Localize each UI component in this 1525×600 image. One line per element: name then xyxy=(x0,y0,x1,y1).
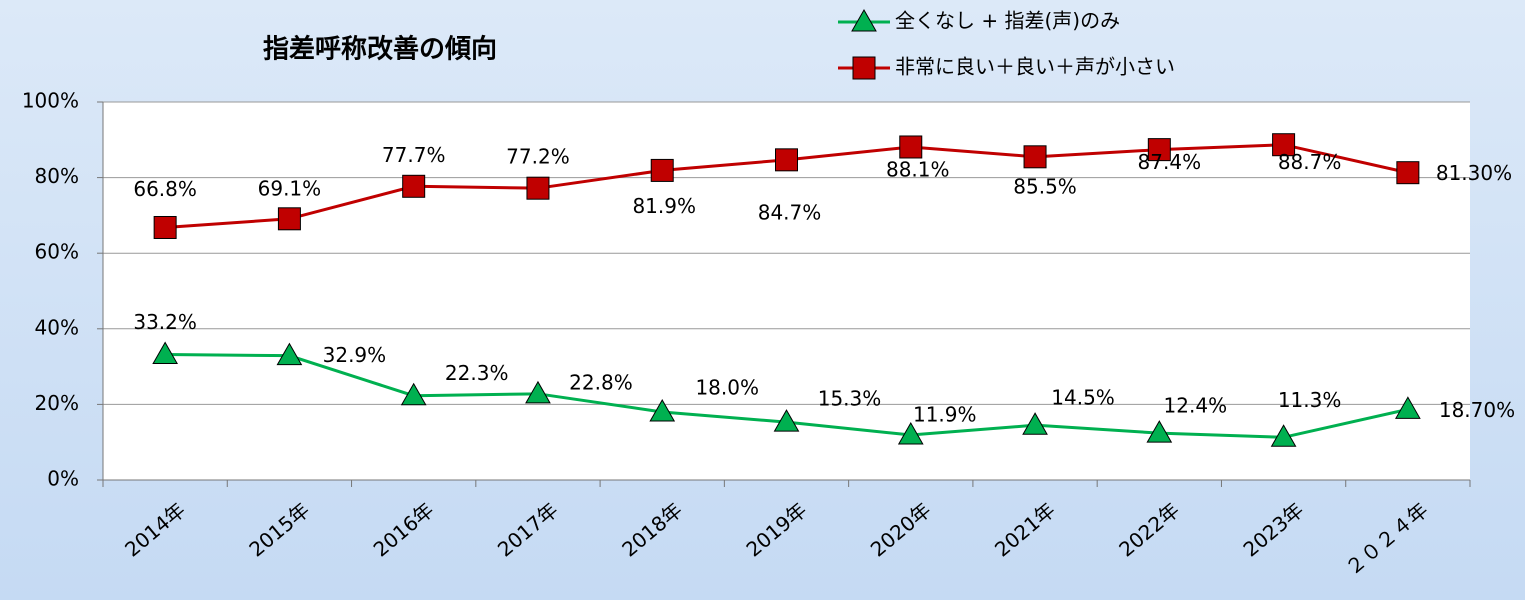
marker xyxy=(1270,424,1297,447)
data-label: 77.7% xyxy=(382,143,446,167)
data-label: 22.3% xyxy=(445,361,509,385)
data-label: 69.1% xyxy=(258,176,322,200)
data-label: 11.3% xyxy=(1278,388,1342,412)
data-label: 33.2% xyxy=(133,310,197,334)
data-label: 18.0% xyxy=(695,375,759,399)
data-label: 12.4% xyxy=(1164,394,1228,418)
legend-label: 非常に良い＋良い＋声が小さい xyxy=(895,55,1175,79)
data-label: 14.5% xyxy=(1051,386,1115,410)
data-label: 85.5% xyxy=(1013,174,1077,198)
marker xyxy=(1272,133,1296,157)
marker xyxy=(277,207,301,231)
data-label: 88.1% xyxy=(886,157,950,181)
marker xyxy=(276,342,303,366)
marker xyxy=(899,135,923,159)
marker xyxy=(526,176,550,200)
data-label: 88.7% xyxy=(1278,150,1342,174)
legend-label: 全くなし + 指差(声)のみ xyxy=(895,9,1120,33)
chart-title: 指差呼称改善の傾向 xyxy=(263,34,497,65)
y-tick-label: 40% xyxy=(35,315,79,339)
data-label: 15.3% xyxy=(818,387,882,411)
data-label: 81.30% xyxy=(1436,161,1512,185)
marker xyxy=(525,380,551,404)
marker xyxy=(650,158,674,182)
marker xyxy=(1022,412,1048,435)
y-tick-label: 60% xyxy=(35,240,79,264)
marker xyxy=(897,422,924,445)
marker xyxy=(1147,138,1171,162)
marker xyxy=(851,8,877,32)
data-label: 18.70% xyxy=(1439,398,1515,422)
marker xyxy=(1395,396,1421,419)
y-tick-label: 100% xyxy=(22,89,79,113)
data-label: 32.9% xyxy=(323,343,387,367)
marker xyxy=(402,174,426,198)
data-label: 81.9% xyxy=(632,194,696,218)
marker xyxy=(649,398,676,422)
marker xyxy=(773,409,800,432)
marker xyxy=(852,56,876,80)
marker xyxy=(1023,145,1047,169)
y-tick-label: 20% xyxy=(35,391,79,415)
marker xyxy=(153,215,177,239)
data-label: 11.9% xyxy=(913,403,977,427)
marker xyxy=(152,341,178,365)
data-label: 87.4% xyxy=(1138,150,1202,174)
data-label: 66.8% xyxy=(133,177,197,201)
marker xyxy=(400,382,427,406)
marker xyxy=(775,148,798,172)
marker xyxy=(1396,161,1420,185)
data-label: 22.8% xyxy=(569,370,633,394)
data-label: 77.2% xyxy=(506,145,570,169)
y-tick-label: 0% xyxy=(47,467,79,491)
data-label: 84.7% xyxy=(758,200,822,224)
y-tick-label: 80% xyxy=(35,164,79,188)
marker xyxy=(1146,420,1173,443)
